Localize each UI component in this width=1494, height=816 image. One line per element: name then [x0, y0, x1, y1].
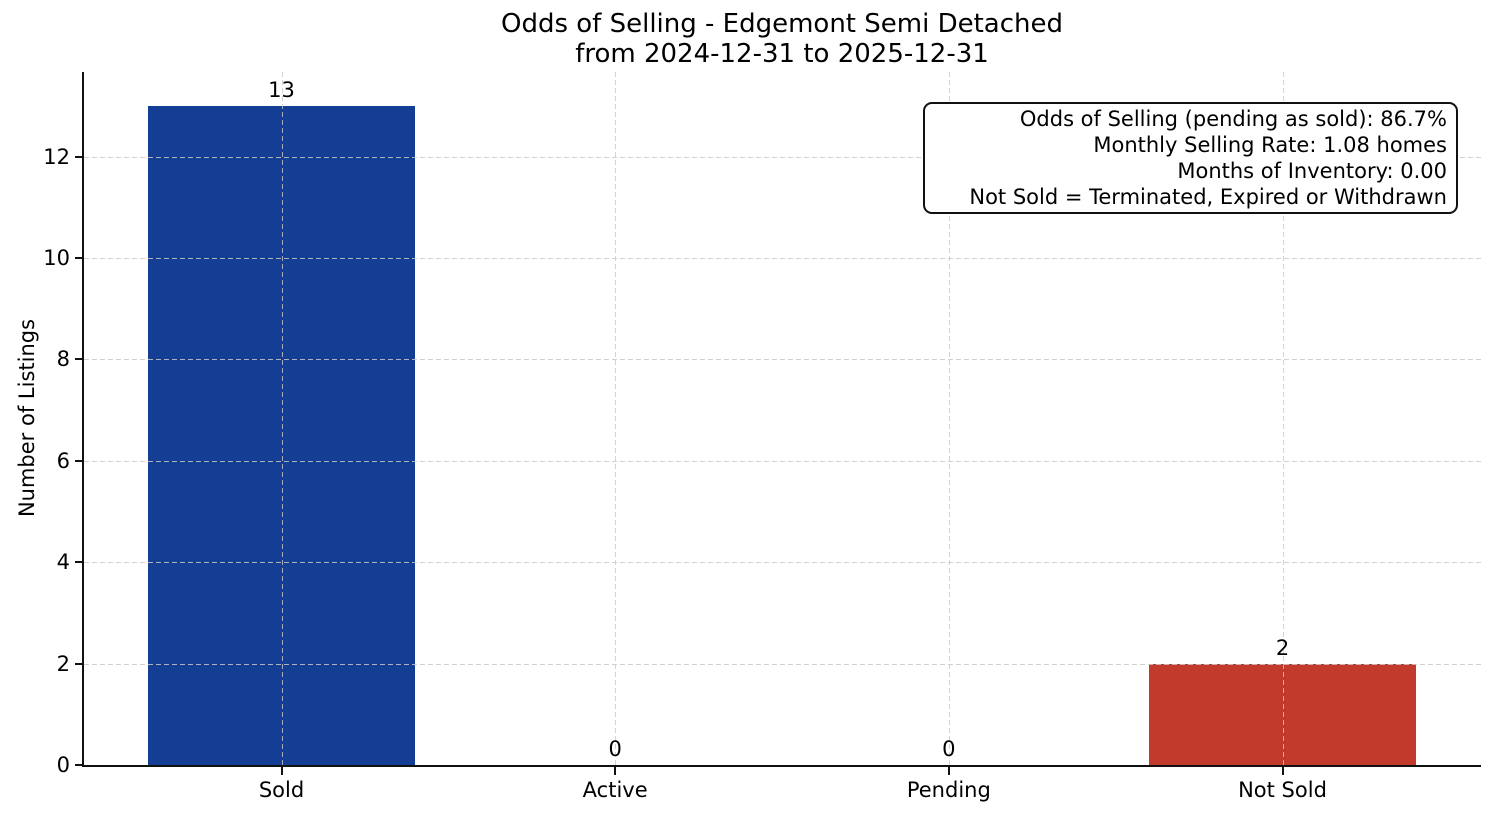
vertical-gridline [281, 72, 283, 765]
horizontal-gridline [84, 663, 1481, 665]
y-tick-label: 4 [56, 550, 70, 575]
x-axis-tick [614, 766, 617, 775]
y-axis-tick [75, 257, 84, 260]
y-axis-tick [75, 155, 84, 158]
x-axis-spine [82, 765, 1481, 767]
y-axis-tick [75, 358, 84, 361]
x-tick-label: Pending [906, 778, 991, 802]
y-axis-tick [75, 662, 84, 665]
y-tick-label: 2 [56, 651, 70, 676]
y-tick-label: 12 [43, 144, 70, 169]
y-axis-tick [75, 764, 84, 766]
bar-value-label: 2 [1275, 635, 1290, 660]
y-axis-spine [82, 72, 84, 767]
horizontal-gridline [84, 258, 1481, 260]
x-axis-tick [947, 766, 950, 775]
x-tick-label: Active [582, 778, 648, 802]
annotation-monthly-selling-rate: Monthly Selling Rate: 1.08 homes [1093, 133, 1447, 157]
vertical-gridline [1282, 72, 1284, 765]
chart-title: Odds of Selling - Edgemont Semi Detached… [500, 9, 1064, 69]
bar-value-label: 0 [942, 737, 956, 761]
x-tick-label: Sold [258, 778, 305, 802]
horizontal-gridline [84, 359, 1481, 361]
y-tick-label: 6 [56, 448, 70, 473]
y-axis-tick [75, 459, 84, 462]
x-tick-label: Not Sold [1238, 778, 1327, 802]
bar-value-label: 13 [268, 77, 295, 102]
bar-value-label: 0 [608, 737, 622, 761]
horizontal-gridline [84, 460, 1481, 462]
annotation-months-of-inventory: Months of Inventory: 0.00 [1177, 159, 1447, 183]
horizontal-gridline [84, 562, 1481, 564]
annotation-odds-of-selling: Odds of Selling (pending as sold): 86.7% [1019, 107, 1447, 131]
annotation-box: Odds of Selling (pending as sold): 86.7%… [923, 102, 1458, 214]
x-axis-tick [1281, 766, 1284, 775]
y-axis-tick [75, 561, 84, 564]
y-tick-label: 8 [56, 347, 70, 372]
vertical-gridline [948, 72, 950, 765]
annotation-not-sold-definition: Not Sold = Terminated, Expired or Withdr… [969, 185, 1447, 209]
x-axis-tick [280, 766, 283, 775]
y-tick-label: 10 [43, 246, 70, 271]
vertical-gridline [615, 72, 617, 765]
horizontal-gridline [84, 156, 1481, 158]
y-tick-label: 0 [56, 753, 70, 777]
